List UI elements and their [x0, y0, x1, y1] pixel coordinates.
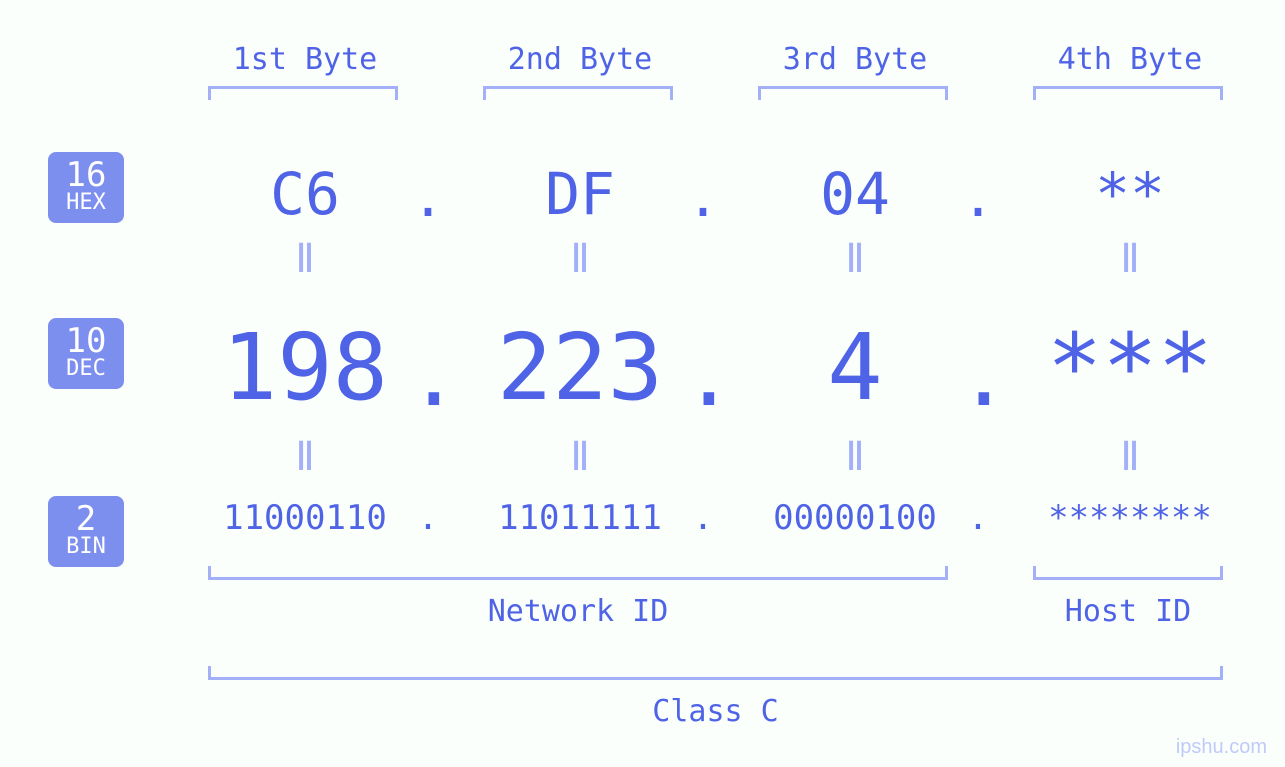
label-class: Class C	[208, 694, 1223, 729]
bracket-network	[208, 566, 948, 580]
byte-header-1: 1st Byte	[175, 42, 435, 77]
base-num-hex: 16	[48, 158, 124, 192]
base-num-dec: 10	[48, 324, 124, 358]
top-bracket-3	[758, 86, 948, 100]
eq-top-4: ǁ	[1000, 236, 1260, 282]
bracket-host	[1033, 566, 1223, 580]
base-label-hex: HEX	[48, 190, 124, 215]
hex-dot-2: .	[683, 166, 723, 229]
base-label-bin: BIN	[48, 534, 124, 559]
dec-byte-4: ***	[1000, 314, 1260, 421]
byte-header-3: 3rd Byte	[725, 42, 985, 77]
eq-top-1: ǁ	[175, 236, 435, 282]
dec-dot-2: .	[683, 326, 723, 426]
hex-dot-1: .	[408, 166, 448, 229]
top-bracket-4	[1033, 86, 1223, 100]
top-bracket-2	[483, 86, 673, 100]
eq-top-3: ǁ	[725, 236, 985, 282]
eq-top-2: ǁ	[450, 236, 710, 282]
bin-dot-1: .	[408, 498, 448, 538]
label-host: Host ID	[1033, 594, 1223, 629]
bin-byte-3: 00000100	[725, 498, 985, 538]
byte-header-2: 2nd Byte	[450, 42, 710, 77]
hex-byte-2: DF	[450, 160, 710, 228]
hex-byte-3: 04	[725, 160, 985, 228]
dec-byte-2: 223	[450, 314, 710, 421]
label-network: Network ID	[208, 594, 948, 629]
dec-byte-3: 4	[725, 314, 985, 421]
base-badge-bin: 2 BIN	[48, 496, 124, 567]
base-label-dec: DEC	[48, 356, 124, 381]
eq-bot-4: ǁ	[1000, 434, 1260, 480]
byte-header-4: 4th Byte	[1000, 42, 1260, 77]
hex-dot-3: .	[958, 166, 998, 229]
hex-byte-1: C6	[175, 160, 435, 228]
dec-dot-3: .	[958, 326, 998, 426]
bin-dot-3: .	[958, 498, 998, 538]
bin-byte-4: ********	[1000, 498, 1260, 538]
eq-bot-1: ǁ	[175, 434, 435, 480]
base-badge-hex: 16 HEX	[48, 152, 124, 223]
bracket-class	[208, 666, 1223, 680]
bin-byte-2: 11011111	[450, 498, 710, 538]
dec-byte-1: 198	[175, 314, 435, 421]
hex-byte-4: **	[1000, 160, 1260, 228]
dec-dot-1: .	[408, 326, 448, 426]
eq-bot-3: ǁ	[725, 434, 985, 480]
bin-byte-1: 11000110	[175, 498, 435, 538]
eq-bot-2: ǁ	[450, 434, 710, 480]
watermark: ipshu.com	[1176, 736, 1267, 759]
base-badge-dec: 10 DEC	[48, 318, 124, 389]
top-bracket-1	[208, 86, 398, 100]
base-num-bin: 2	[48, 502, 124, 536]
bin-dot-2: .	[683, 498, 723, 538]
